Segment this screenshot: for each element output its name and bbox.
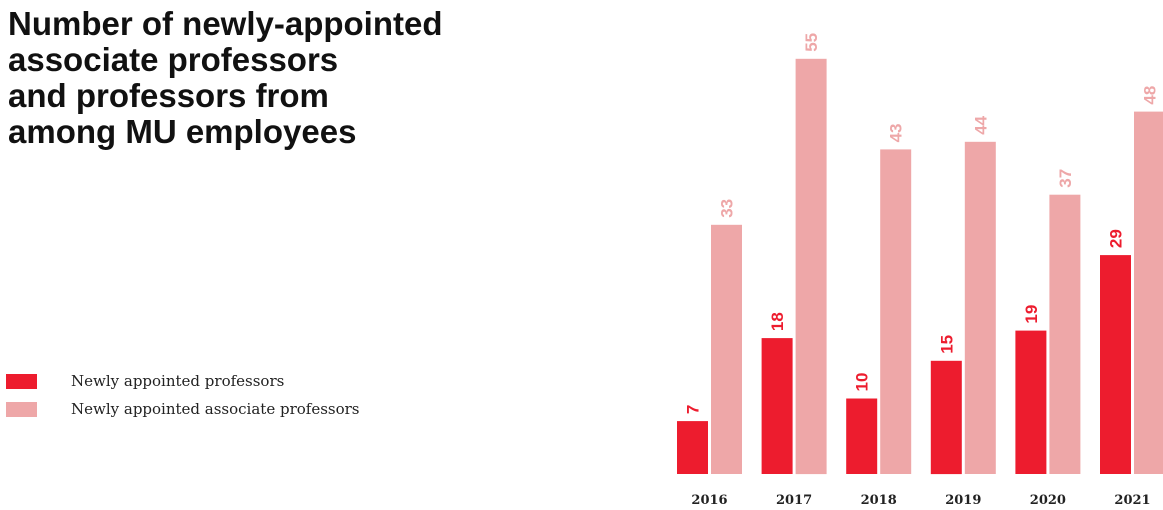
legend-swatch-professors (6, 374, 37, 389)
x-tick-label-2020: 2020 (1030, 493, 1066, 508)
value-label-professors-2017: 18 (768, 312, 787, 331)
value-label-professors-2020: 19 (1022, 305, 1041, 324)
bar-associate-professors-2018 (880, 149, 912, 474)
bar-professors-2019 (930, 360, 962, 475)
x-tick-label-2016: 2016 (691, 493, 727, 508)
value-label-professors-2016: 7 (684, 405, 703, 414)
chart-title-line-3: and professors from (8, 77, 329, 114)
x-tick-label-2021: 2021 (1114, 493, 1150, 508)
legend-swatch-associate-professors (6, 402, 37, 417)
x-tick-label-2018: 2018 (861, 493, 897, 508)
value-label-associate-professors-2017: 55 (802, 33, 821, 52)
chart-title-line-2: associate professors (8, 41, 339, 78)
value-label-associate-professors-2018: 43 (887, 123, 906, 142)
value-label-associate-professors-2016: 33 (718, 199, 737, 218)
bar-professors-2016 (677, 421, 708, 474)
bar-associate-professors-2020 (1049, 194, 1081, 474)
chart-title-line-4: among MU employees (8, 113, 357, 150)
bar-associate-professors-2021 (1134, 111, 1163, 474)
bar-associate-professors-2016 (711, 224, 742, 474)
x-tick-label-2019: 2019 (945, 493, 981, 508)
value-label-associate-professors-2019: 44 (971, 115, 990, 134)
value-label-professors-2018: 10 (853, 373, 872, 392)
chart-title-line-1: Number of newly-appointed (8, 5, 443, 42)
bar-associate-professors-2017 (795, 58, 827, 475)
bar-associate-professors-2019 (964, 141, 996, 475)
legend-label-associate-professors: Newly appointed associate professors (71, 400, 360, 418)
bar-professors-2018 (846, 398, 878, 474)
legend-label-professors: Newly appointed professors (71, 372, 285, 390)
chart-title: Number of newly-appointed associate prof… (8, 6, 528, 150)
value-label-professors-2019: 15 (937, 335, 956, 354)
bar-professors-2020 (1015, 330, 1047, 474)
bar-professors-2021 (1100, 255, 1131, 474)
bar-professors-2017 (761, 338, 793, 474)
value-label-associate-professors-2021: 48 (1141, 86, 1160, 105)
value-label-professors-2021: 29 (1107, 229, 1126, 248)
value-label-associate-professors-2020: 37 (1056, 169, 1075, 188)
x-tick-label-2017: 2017 (776, 493, 812, 508)
